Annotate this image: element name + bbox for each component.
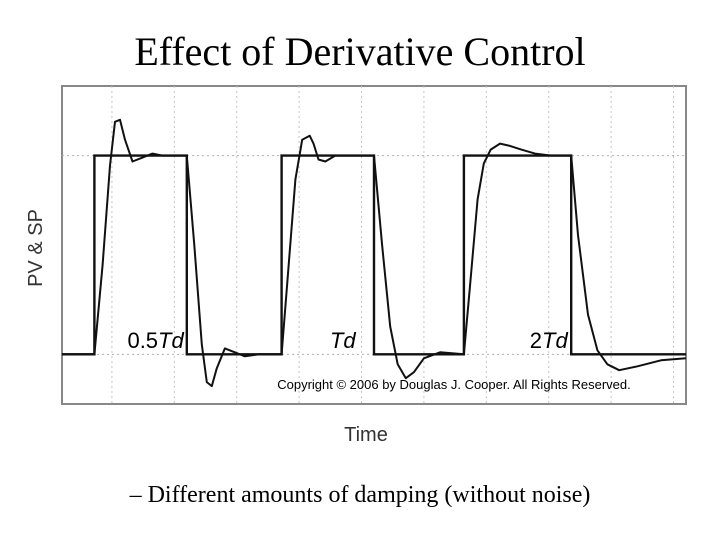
copyright-text: Copyright © 2006 by Douglas J. Cooper. A… bbox=[277, 377, 631, 392]
annotation-0.5td: 0.5Td bbox=[127, 328, 184, 353]
annotation-td: Td bbox=[542, 328, 568, 353]
slide-subtitle: – Different amounts of damping (without … bbox=[129, 482, 591, 508]
annotation-2td: 2Td bbox=[530, 328, 569, 353]
pv-series-line bbox=[62, 118, 687, 388]
grid-group bbox=[62, 86, 686, 404]
slide-title: Effect of Derivative Control bbox=[134, 29, 586, 74]
y-axis-label: PV & SP bbox=[25, 209, 47, 287]
annotation-td: Td bbox=[330, 328, 356, 353]
annotation-td: Td bbox=[158, 328, 184, 353]
annotation-prefix: 2 bbox=[530, 328, 542, 353]
x-axis-label: Time bbox=[344, 424, 388, 446]
annotation-td: Td bbox=[330, 328, 356, 353]
annotation-prefix: 0.5 bbox=[127, 328, 158, 353]
